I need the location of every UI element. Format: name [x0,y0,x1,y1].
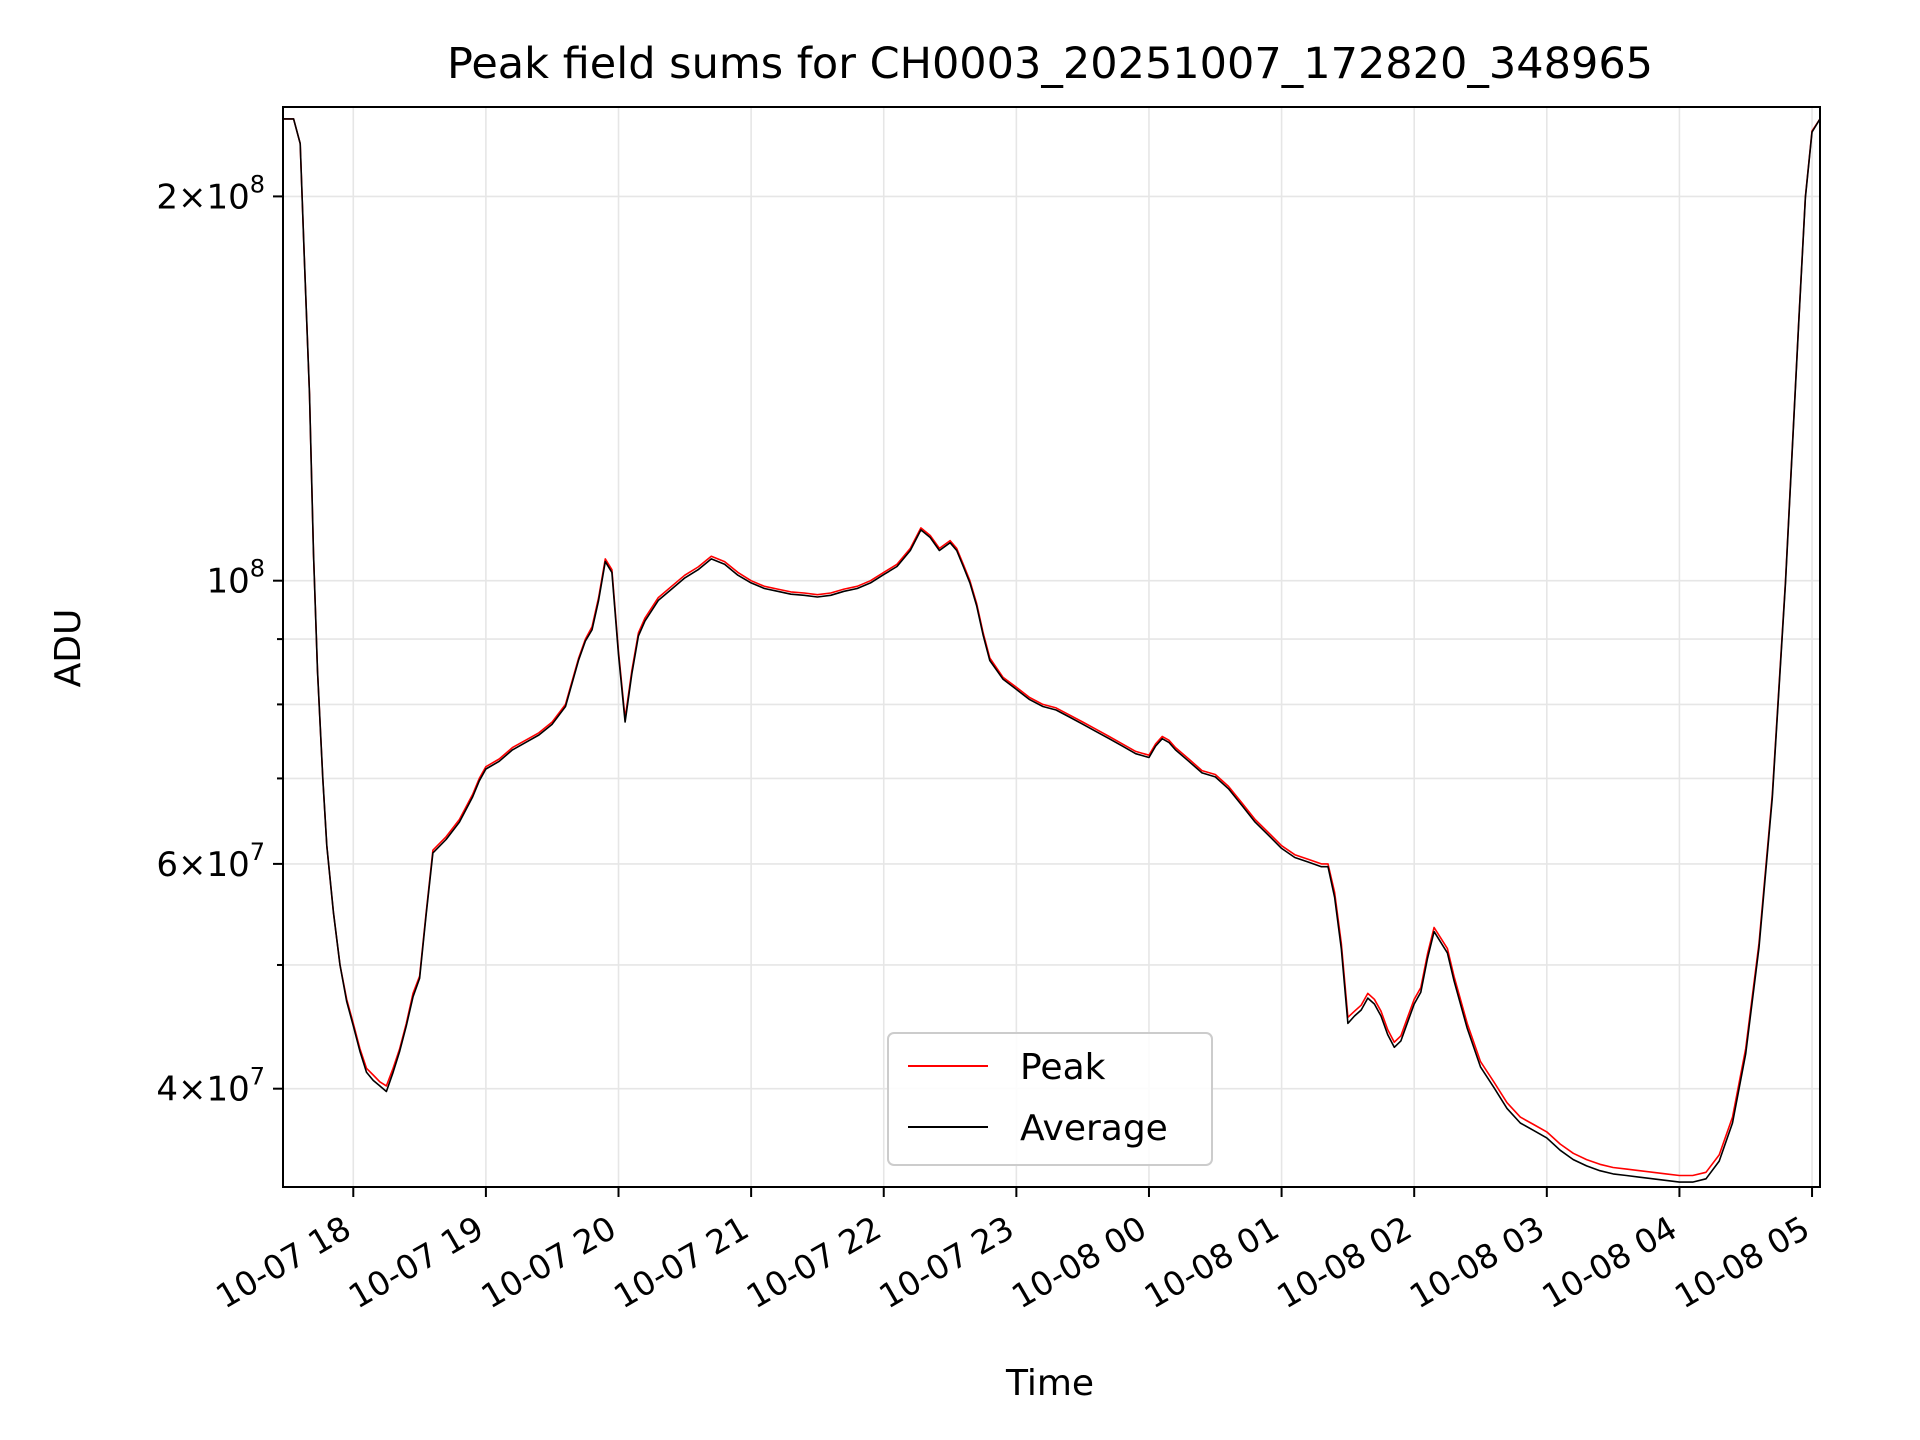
y-axis-label: ADU [48,609,89,688]
plot-frame [282,106,1821,1188]
series-layer [283,118,1821,1183]
y-gridlines [283,195,1820,1090]
legend: Peak Average [887,1032,1213,1166]
series-line-average [283,118,1821,1183]
x-axis-label: Time [1005,1363,1094,1404]
chart-title: Peak field sums for CH0003_20251007_1728… [447,39,1653,89]
y-tick-label: 108 [206,555,265,602]
y-axis-ticks: 4×107 6×107 108 2×108 [156,170,283,1110]
y-tick-label: 2×108 [156,170,265,217]
y-tick-label: 4×107 [156,1063,265,1110]
plot-area [283,107,1820,1187]
y-tick-label: 6×107 [156,838,265,885]
legend-label-peak: Peak [1020,1047,1106,1088]
legend-label-average: Average [1020,1108,1168,1149]
